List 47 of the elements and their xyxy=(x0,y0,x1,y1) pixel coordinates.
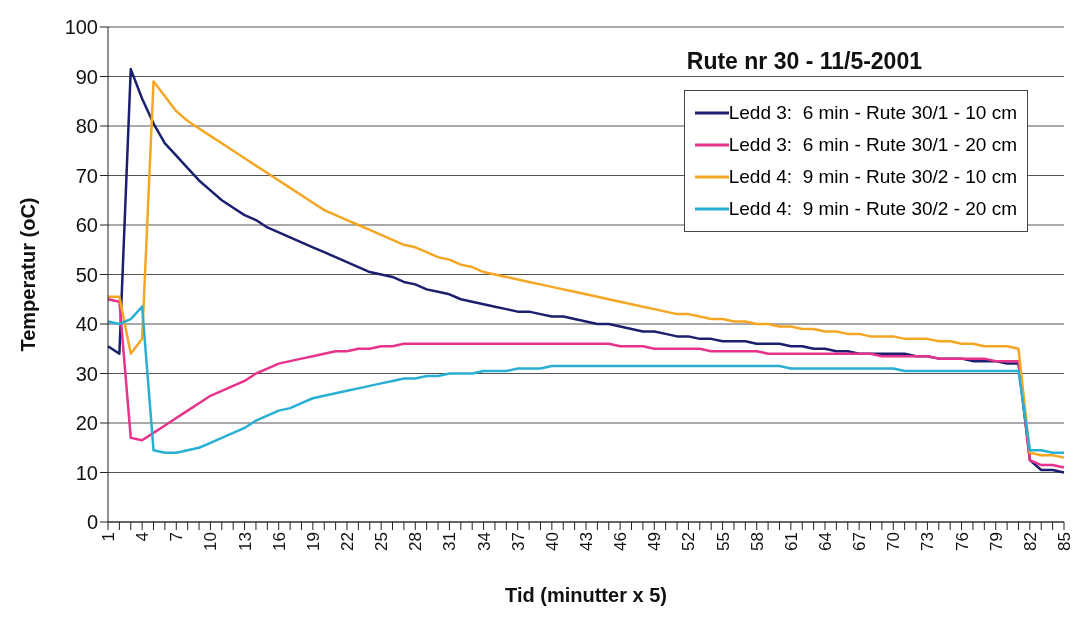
x-tick-label: 67 xyxy=(850,532,870,551)
x-axis-title: Tid (minutter x 5) xyxy=(505,584,667,606)
x-tick-label: 61 xyxy=(781,532,801,551)
y-tick-label: 30 xyxy=(75,362,98,385)
y-tick-label: 20 xyxy=(75,412,98,435)
y-axis-title: Temperatur (oC) xyxy=(17,197,40,352)
x-tick-label: 82 xyxy=(1020,532,1040,551)
legend-label: Ledd 3: 6 min - Rute 30/1 - 20 cm xyxy=(728,134,1017,156)
x-tick-label: 28 xyxy=(406,532,426,551)
x-tick-label: 40 xyxy=(542,532,562,551)
x-tick-label: 19 xyxy=(303,532,323,551)
x-tick-label: 4 xyxy=(133,532,153,542)
y-tick-label: 60 xyxy=(75,214,98,237)
x-tick-label: 1 xyxy=(99,532,119,542)
x-tick-label: 76 xyxy=(952,532,972,551)
legend-label: Ledd 4: 9 min - Rute 30/2 - 10 cm xyxy=(728,166,1017,188)
x-tick-label: 43 xyxy=(577,532,597,551)
x-tick-label: 64 xyxy=(816,532,836,551)
x-tick-label: 58 xyxy=(747,532,767,551)
y-tick-label: 10 xyxy=(75,461,98,484)
y-tick-label: 70 xyxy=(75,164,98,187)
x-tick-label: 55 xyxy=(713,532,733,551)
x-tick-label: 13 xyxy=(235,532,255,551)
x-tick-label: 37 xyxy=(508,532,528,551)
y-tick-label: 80 xyxy=(75,115,98,138)
y-tick-label: 40 xyxy=(75,313,98,336)
x-tick-label: 79 xyxy=(986,532,1006,551)
x-tick-label: 52 xyxy=(679,532,699,551)
y-tick-label: 100 xyxy=(64,16,98,39)
x-tick-label: 70 xyxy=(884,532,904,551)
x-tick-label: 10 xyxy=(201,532,221,551)
x-tick-label: 85 xyxy=(1055,532,1075,551)
x-tick-label: 31 xyxy=(440,532,460,551)
x-tick-label: 46 xyxy=(611,532,631,551)
x-tick-label: 25 xyxy=(372,532,392,551)
text: Rute nr 30 - 11/5-2001 xyxy=(686,48,922,75)
x-tick-label: 73 xyxy=(918,532,938,551)
x-tick-label: 34 xyxy=(474,532,494,551)
legend-label: Ledd 4: 9 min - Rute 30/2 - 20 cm xyxy=(728,198,1017,220)
x-tick-label: 16 xyxy=(269,532,289,551)
legend-label: Ledd 3: 6 min - Rute 30/1 - 10 cm xyxy=(728,102,1017,124)
x-tick-label: 49 xyxy=(645,532,665,551)
y-tick-label: 90 xyxy=(75,65,98,88)
x-tick-label: 22 xyxy=(338,532,358,551)
x-tick-label: 7 xyxy=(167,532,187,542)
y-tick-label: 50 xyxy=(75,263,98,286)
y-tick-label: 0 xyxy=(86,511,98,534)
